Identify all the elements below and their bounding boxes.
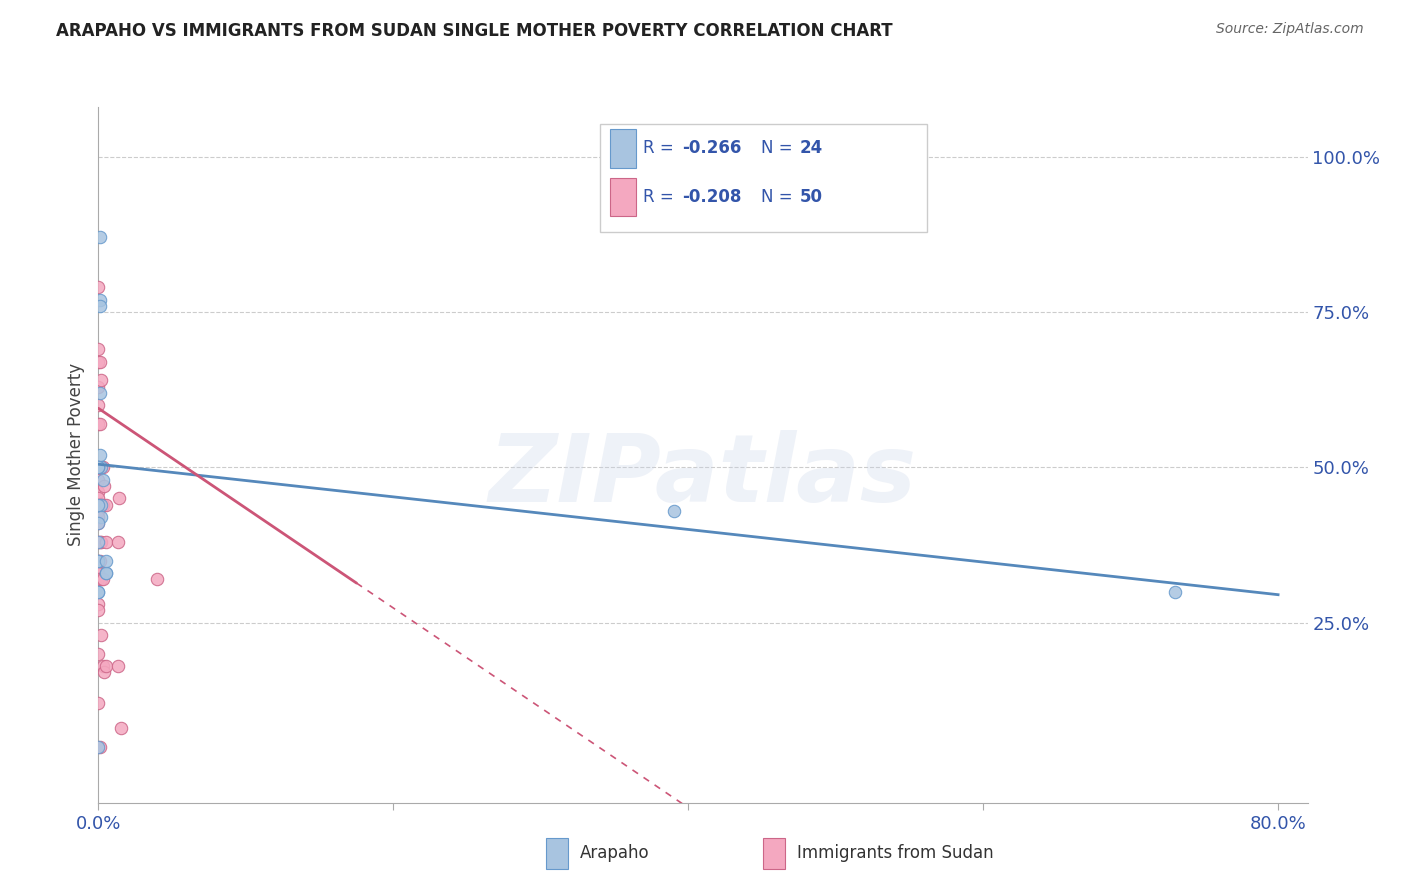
- Point: [87, 460, 110, 475]
- Point: [87, 516, 110, 531]
- Point: [87, 343, 110, 357]
- Text: -0.266: -0.266: [682, 139, 742, 157]
- Point: [146, 572, 169, 586]
- Point: [87, 553, 110, 567]
- Point: [90, 628, 112, 642]
- Text: N =: N =: [761, 188, 799, 206]
- Point: [87, 485, 110, 500]
- Point: [87, 603, 110, 617]
- Point: [89, 739, 111, 754]
- Point: [87, 647, 110, 661]
- Point: [87, 534, 110, 549]
- Point: [108, 491, 131, 506]
- Point: [87, 498, 110, 512]
- FancyBboxPatch shape: [600, 124, 927, 232]
- Text: N =: N =: [761, 139, 799, 157]
- Point: [93, 479, 115, 493]
- Point: [87, 491, 110, 506]
- Point: [87, 572, 110, 586]
- Point: [90, 460, 112, 475]
- Text: Immigrants from Sudan: Immigrants from Sudan: [797, 844, 994, 863]
- Point: [91, 498, 114, 512]
- Point: [94, 659, 117, 673]
- Text: Arapaho: Arapaho: [579, 844, 650, 863]
- Point: [662, 504, 685, 518]
- Text: 50: 50: [800, 188, 823, 206]
- Point: [87, 460, 110, 475]
- Point: [87, 553, 110, 567]
- Point: [90, 460, 112, 475]
- Point: [91, 460, 114, 475]
- Point: [87, 355, 110, 369]
- Point: [89, 498, 111, 512]
- Point: [87, 553, 110, 567]
- Point: [89, 299, 111, 313]
- Text: R =: R =: [643, 188, 679, 206]
- Point: [90, 498, 112, 512]
- Point: [94, 566, 117, 580]
- Point: [90, 498, 112, 512]
- Text: -0.208: -0.208: [682, 188, 742, 206]
- Text: ARAPAHO VS IMMIGRANTS FROM SUDAN SINGLE MOTHER POVERTY CORRELATION CHART: ARAPAHO VS IMMIGRANTS FROM SUDAN SINGLE …: [56, 22, 893, 40]
- Point: [94, 534, 117, 549]
- Point: [90, 572, 112, 586]
- Point: [89, 448, 111, 462]
- Point: [89, 385, 111, 400]
- Text: 24: 24: [800, 139, 823, 157]
- Point: [89, 293, 111, 307]
- Point: [87, 398, 110, 412]
- Point: [87, 498, 110, 512]
- Text: ZIPatlas: ZIPatlas: [489, 430, 917, 522]
- Point: [87, 504, 110, 518]
- Point: [87, 566, 110, 580]
- Point: [87, 460, 110, 475]
- Y-axis label: Single Mother Poverty: Single Mother Poverty: [67, 363, 86, 547]
- Point: [110, 721, 132, 735]
- Point: [94, 498, 117, 512]
- Point: [87, 597, 110, 611]
- Point: [91, 659, 114, 673]
- Point: [91, 572, 114, 586]
- Point: [90, 510, 112, 524]
- Point: [87, 697, 110, 711]
- Point: [87, 739, 110, 754]
- Point: [87, 473, 110, 487]
- Point: [89, 534, 111, 549]
- Point: [87, 559, 110, 574]
- FancyBboxPatch shape: [610, 129, 637, 168]
- Point: [90, 373, 112, 387]
- Point: [87, 510, 110, 524]
- Point: [90, 534, 112, 549]
- Point: [107, 534, 129, 549]
- Point: [89, 417, 111, 431]
- Point: [87, 584, 110, 599]
- Point: [107, 659, 129, 673]
- Point: [94, 566, 117, 580]
- Point: [87, 417, 110, 431]
- FancyBboxPatch shape: [610, 178, 637, 216]
- Point: [89, 460, 111, 475]
- Point: [87, 280, 110, 294]
- Point: [94, 553, 117, 567]
- FancyBboxPatch shape: [763, 838, 785, 869]
- Text: Source: ZipAtlas.com: Source: ZipAtlas.com: [1216, 22, 1364, 37]
- Point: [89, 355, 111, 369]
- Point: [87, 584, 110, 599]
- Point: [89, 553, 111, 567]
- Point: [87, 516, 110, 531]
- FancyBboxPatch shape: [546, 838, 568, 869]
- Point: [93, 665, 115, 680]
- Point: [91, 473, 114, 487]
- Point: [1164, 584, 1187, 599]
- Point: [89, 230, 111, 244]
- Text: R =: R =: [643, 139, 679, 157]
- Point: [87, 379, 110, 393]
- Point: [87, 534, 110, 549]
